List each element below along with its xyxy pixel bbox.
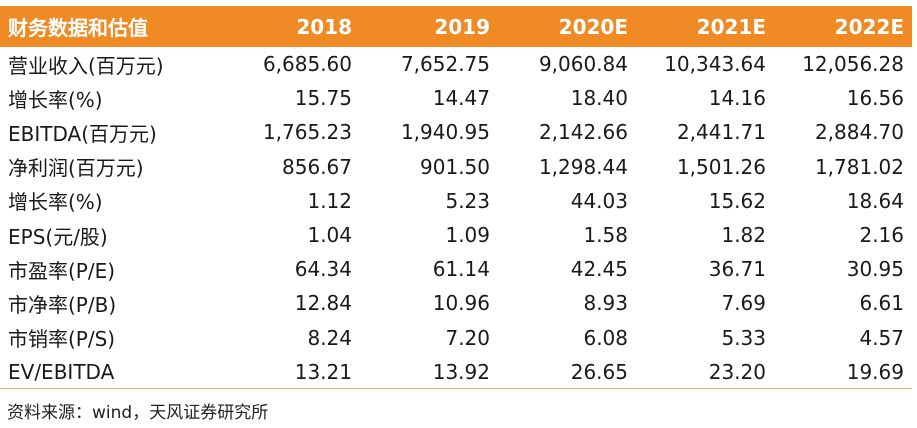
table-cell: 64.34	[294, 257, 352, 282]
table-cell: 1.58	[583, 223, 628, 248]
table-cell: 26.65	[498, 354, 636, 390]
row-label: 增长率(%)	[8, 87, 103, 112]
table-cell: 2,441.71	[676, 120, 766, 145]
row-label: 市盈率(P/E)	[8, 258, 116, 283]
table-cell: 6,685.60	[262, 52, 352, 77]
table-cell: 18.64	[846, 188, 904, 213]
table-row: EPS(元/股) 1.04 1.09 1.58 1.82 2.16	[0, 218, 912, 252]
table-row: 净利润(百万元) 856.67 901.50 1,298.44 1,501.26 1,78…	[0, 150, 912, 184]
row-label: 市净率(P/B)	[8, 292, 117, 317]
table-cell: 12.84	[294, 291, 352, 316]
table-cell: 7,652.75	[400, 52, 490, 77]
header-year: 2021E	[696, 14, 766, 39]
table-row: 增长率(%) 1.12 5.23 44.03 15.62 18.64	[0, 184, 912, 218]
table-cell: 10,343.64	[664, 52, 766, 77]
table-cell: 1,940.95	[400, 120, 490, 145]
table-cell: 2,142.66	[538, 120, 628, 145]
table-cell: 10.96	[432, 291, 490, 316]
table-cell: 6.08	[583, 325, 628, 350]
header-title: 财务数据和估值	[8, 16, 148, 40]
table-row: EV/EBITDA 13.21 13.92 26.65 23.20 19.69	[0, 354, 912, 390]
table-cell: 1.09	[445, 223, 490, 248]
header-year: 2020E	[558, 14, 628, 39]
table-cell: 2.16	[859, 223, 904, 248]
table-cell: 15.62	[708, 188, 766, 213]
table-cell: 5.23	[445, 188, 490, 213]
table-cell: 13.21	[222, 354, 360, 390]
header-year: 2018	[296, 14, 352, 39]
table-cell: 36.71	[708, 257, 766, 282]
financial-table-container: 财务数据和估值 2018 2019 2020E 2021E 2022E 营业收入…	[0, 6, 912, 390]
row-label: EV/EBITDA	[0, 354, 222, 390]
table-cell: 7.20	[445, 325, 490, 350]
table-row: 市销率(P/S) 8.24 7.20 6.08 5.33 4.57	[0, 321, 912, 355]
table-row: 增长率(%) 15.75 14.47 18.40 14.16 16.56	[0, 81, 912, 115]
table-cell: 12,056.28	[802, 52, 904, 77]
table-row: EBITDA(百万元) 1,765.23 1,940.95 2,142.66 2,441…	[0, 115, 912, 149]
header-year: 2022E	[834, 14, 904, 39]
table-header-row: 财务数据和估值 2018 2019 2020E 2021E 2022E	[0, 6, 912, 47]
row-label: 净利润(百万元)	[8, 156, 144, 181]
table-cell: 5.33	[721, 325, 766, 350]
table-cell: 42.45	[570, 257, 628, 282]
table-cell: 8.93	[583, 291, 628, 316]
row-label: 营业收入(百万元)	[8, 53, 164, 78]
table-cell: 1.12	[307, 188, 352, 213]
table-cell: 14.16	[708, 86, 766, 111]
table-cell: 15.75	[294, 86, 352, 111]
table-row: 营业收入(百万元) 6,685.60 7,652.75 9,060.84 10,343.…	[0, 47, 912, 81]
table-row: 市盈率(P/E) 64.34 61.14 42.45 36.71 30.95	[0, 252, 912, 286]
table-cell: 1,765.23	[262, 120, 352, 145]
table-cell: 856.67	[282, 154, 352, 179]
source-note: 资料来源：wind，天风证券研究所	[7, 403, 269, 423]
table-cell: 23.20	[636, 354, 774, 390]
table-cell: 1,781.02	[814, 154, 904, 179]
table-cell: 9,060.84	[538, 52, 628, 77]
row-label: EBITDA(百万元)	[8, 121, 157, 146]
table-cell: 61.14	[432, 257, 490, 282]
table-cell: 14.47	[432, 86, 490, 111]
row-label: EPS(元/股)	[8, 224, 108, 249]
table-cell: 19.69	[774, 354, 912, 390]
table-cell: 13.92	[360, 354, 498, 390]
row-label: 增长率(%)	[8, 190, 103, 215]
table-cell: 18.40	[570, 86, 628, 111]
table-cell: 44.03	[570, 188, 628, 213]
table-cell: 1,501.26	[676, 154, 766, 179]
table-cell: 8.24	[307, 325, 352, 350]
table-cell: 6.61	[859, 291, 904, 316]
table-cell: 901.50	[420, 154, 490, 179]
table-cell: 4.57	[859, 325, 904, 350]
table-cell: 2,884.70	[814, 120, 904, 145]
financial-valuation-table: 财务数据和估值 2018 2019 2020E 2021E 2022E 营业收入…	[0, 6, 912, 390]
table-cell: 16.56	[846, 86, 904, 111]
table-cell: 7.69	[721, 291, 766, 316]
table-cell: 1.04	[307, 223, 352, 248]
table-body: 营业收入(百万元) 6,685.60 7,652.75 9,060.84 10,343.…	[0, 47, 912, 390]
table-cell: 30.95	[846, 257, 904, 282]
table-cell: 1.82	[721, 223, 766, 248]
table-row: 市净率(P/B) 12.84 10.96 8.93 7.69 6.61	[0, 286, 912, 320]
table-cell: 1,298.44	[538, 154, 628, 179]
row-label: 市销率(P/S)	[8, 327, 116, 352]
header-year: 2019	[434, 14, 490, 39]
